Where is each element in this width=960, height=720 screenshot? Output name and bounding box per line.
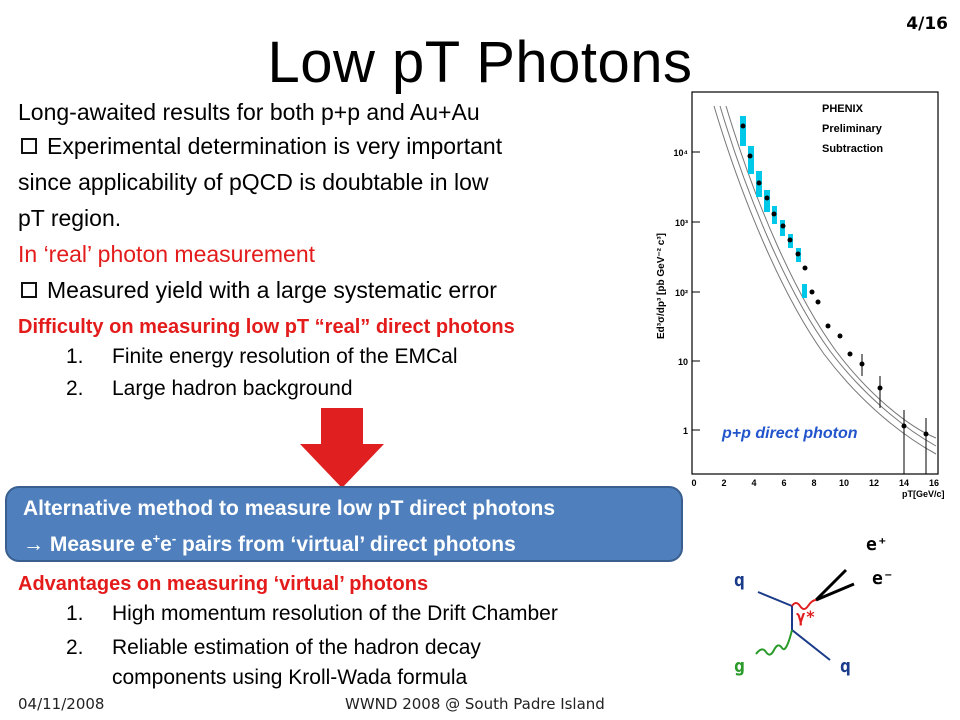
plot-caption: p+p direct photon: [721, 425, 858, 442]
page-number: 4/16: [906, 14, 948, 34]
bullet-line-6: Measured yield with a large systematic e…: [18, 276, 497, 304]
plot-xlabel: pT[GeV/c]: [902, 489, 945, 499]
text-line-5: In ‘real’ photon measurement: [18, 241, 316, 267]
svg-text:PHENIX: PHENIX: [822, 103, 864, 115]
svg-text:16: 16: [929, 478, 939, 488]
list-item-2: 2. Large hadron background: [66, 375, 353, 403]
ytick-1e2: 10²: [675, 288, 688, 298]
advantage-item-1: 1. High momentum resolution of the Drift …: [66, 602, 558, 625]
ytick-1e4: 10⁴: [674, 148, 688, 158]
svg-text:4: 4: [751, 478, 756, 488]
ytick-1: 1: [683, 426, 688, 436]
svg-text:2: 2: [721, 478, 726, 488]
list-item-1: 1. Finite energy resolution of the EMCal: [66, 343, 458, 371]
text-line-6: Measured yield with a large systematic e…: [47, 277, 497, 303]
text-line-2: Experimental determination is very impor…: [47, 133, 503, 159]
label-eplus: e⁺: [866, 534, 888, 555]
svg-text:14: 14: [899, 478, 909, 488]
footer-venue: WWND 2008 @ South Padre Island: [345, 695, 605, 713]
list-text: Large hadron background: [112, 377, 353, 400]
label-q1: q: [734, 570, 745, 591]
text-line-3: since applicability of pQCD is doubtable…: [18, 169, 489, 195]
svg-text:8: 8: [811, 478, 816, 488]
svg-text:12: 12: [869, 478, 879, 488]
svg-text:0: 0: [691, 478, 696, 488]
text-line-4: pT region.: [18, 205, 122, 231]
footer-date: 04/11/2008: [18, 695, 105, 713]
checkbox-bullet-icon: [21, 282, 37, 299]
box-line-1: Alternative method to measure low pT dir…: [23, 497, 556, 520]
text-line-7: Difficulty on measuring low pT “real” di…: [18, 316, 515, 338]
list-number: 2.: [66, 377, 84, 400]
svg-text:10: 10: [839, 478, 849, 488]
label-q2: q: [840, 656, 851, 677]
slide-title: Low pT Photons: [267, 30, 693, 95]
list-number: 1.: [66, 345, 84, 368]
advantages-heading: Advantages on measuring ‘virtual’ photon…: [18, 573, 429, 595]
feynman-diagram: q q g e⁺ e⁻ γ*: [734, 534, 894, 677]
svg-text:6: 6: [781, 478, 786, 488]
advantage-item-2: 2. Reliable estimation of the hadron deca…: [66, 636, 481, 659]
bullet-line-2: Experimental determination is very impor…: [18, 132, 502, 160]
checkbox-bullet-icon: [21, 138, 37, 155]
ytick-10: 10: [678, 357, 688, 367]
down-arrow-icon: [300, 408, 384, 488]
label-eminus: e⁻: [872, 568, 894, 589]
plot-ylabel: Ed³σ/dp³ [pb GeV⁻² c³]: [656, 233, 667, 339]
label-g: g: [734, 656, 745, 677]
svg-text:Subtraction: Subtraction: [822, 143, 883, 155]
text-line-1: Long-awaited results for both p+p and Au…: [18, 99, 480, 125]
label-gamma: γ*: [796, 607, 815, 626]
list-text: Finite energy resolution of the EMCal: [112, 345, 458, 368]
box-line-2: → Measure e+e- pairs from ‘virtual’ dire…: [23, 531, 516, 556]
phenix-direct-photon-plot: Ed³σ/dp³ [pb GeV⁻² c³] 10⁴ 10³ 10² 10 1 …: [656, 91, 945, 499]
svg-text:Preliminary: Preliminary: [822, 123, 883, 135]
advantage-item-2-cont: components using Kroll-Wada formula: [112, 666, 468, 689]
alternative-method-box: Alternative method to measure low pT dir…: [5, 486, 683, 562]
ytick-1e3: 10³: [675, 218, 688, 228]
